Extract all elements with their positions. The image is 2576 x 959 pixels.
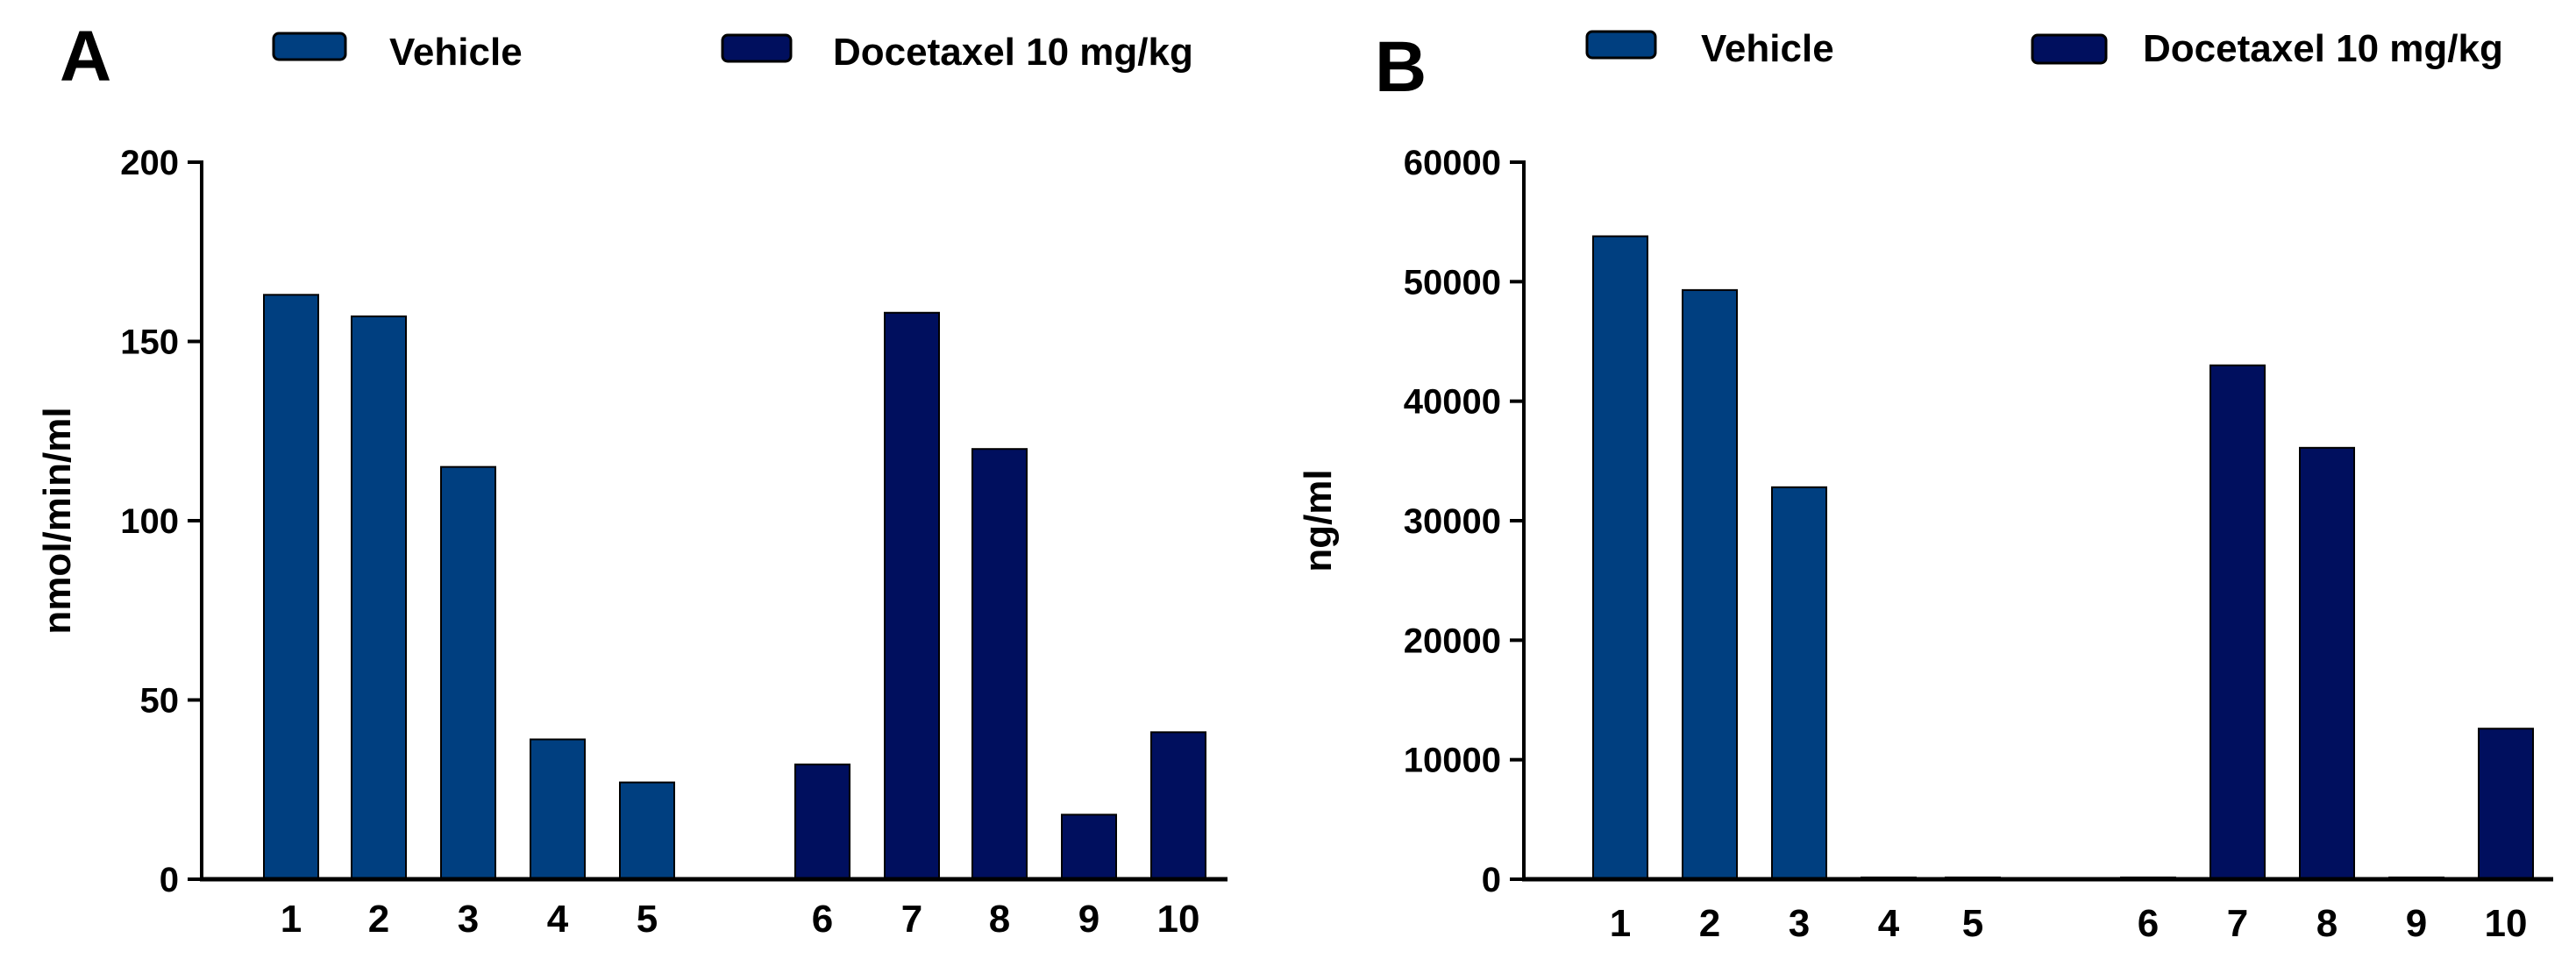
- x-category-label: 1: [1610, 902, 1631, 945]
- x-category-label: 5: [1962, 902, 1983, 945]
- x-category-label: 2: [1699, 902, 1720, 945]
- x-category-label: 8: [2316, 902, 2338, 945]
- y-axis-label: nmol/min/ml: [36, 407, 79, 634]
- legend-label-docetaxel: Docetaxel 10 mg/kg: [2143, 27, 2503, 70]
- bar-8: [2299, 446, 2355, 880]
- y-tick-label: 200: [120, 144, 179, 182]
- bar-2: [1682, 288, 1738, 881]
- x-category-label: 9: [1078, 898, 1099, 941]
- x-category-label: 6: [812, 898, 833, 941]
- bar-4: [530, 738, 586, 880]
- x-category-label: 4: [547, 898, 569, 941]
- bar-9: [1061, 813, 1117, 881]
- y-tick-label: 50: [140, 682, 180, 721]
- bar-7: [2210, 364, 2266, 880]
- bar-7: [884, 311, 940, 880]
- y-tick-label: 60000: [1404, 144, 1501, 182]
- legend-swatch-docetaxel: [2031, 33, 2108, 65]
- legend-label-vehicle: Vehicle: [1701, 27, 1834, 70]
- bar-3: [1771, 486, 1827, 880]
- y-tick-label: 0: [1482, 861, 1501, 899]
- chart-panel-a: A Vehicle Docetaxel 10 mg/kg nmol/min/ml 0 50…: [36, 17, 1228, 941]
- x-category-label: 7: [2227, 902, 2248, 945]
- legend-swatch-vehicle: [1585, 30, 1657, 60]
- legend-swatch-docetaxel: [721, 33, 793, 63]
- x-category-label: 9: [2406, 902, 2427, 945]
- x-category-label: 3: [458, 898, 479, 941]
- x-category-label: 1: [281, 898, 302, 941]
- y-tick-label: 10000: [1404, 742, 1501, 780]
- x-category-label: 2: [368, 898, 389, 941]
- y-tick-label: 30000: [1404, 502, 1501, 541]
- bar-1: [263, 294, 319, 880]
- y-tick-label: 40000: [1404, 383, 1501, 422]
- panel-letter: A: [60, 17, 111, 96]
- bar-6: [794, 764, 850, 880]
- y-tick-label: 0: [160, 861, 179, 899]
- y-tick-label: 20000: [1404, 622, 1501, 660]
- y-tick-label: 150: [120, 323, 179, 362]
- x-category-label: 10: [2485, 902, 2528, 945]
- x-category-label: 6: [2138, 902, 2159, 945]
- legend-label-vehicle: Vehicle: [389, 31, 523, 74]
- y-tick-label: 100: [120, 502, 179, 541]
- bar-10: [2478, 728, 2534, 880]
- chart-panel-b: B Vehicle Docetaxel 10 mg/kg ng/ml 0 10000 200…: [1297, 27, 2553, 945]
- y-tick-label: 50000: [1404, 263, 1501, 302]
- legend-label-docetaxel: Docetaxel 10 mg/kg: [833, 31, 1193, 74]
- x-category-label: 8: [989, 898, 1010, 941]
- bar-8: [971, 448, 1028, 880]
- x-category-label: 5: [637, 898, 658, 941]
- bar-10: [1150, 731, 1206, 880]
- x-category-label: 10: [1157, 898, 1200, 941]
- x-category-label: 4: [1878, 902, 1900, 945]
- legend-swatch-vehicle: [272, 32, 347, 61]
- x-category-label: 3: [1789, 902, 1810, 945]
- bar-5: [619, 781, 675, 881]
- bar-3: [440, 465, 496, 881]
- y-axis-label: ng/ml: [1297, 469, 1340, 572]
- panel-letter: B: [1375, 27, 1427, 107]
- bar-1: [1592, 235, 1648, 880]
- x-category-label: 7: [901, 898, 922, 941]
- bar-2: [351, 315, 407, 880]
